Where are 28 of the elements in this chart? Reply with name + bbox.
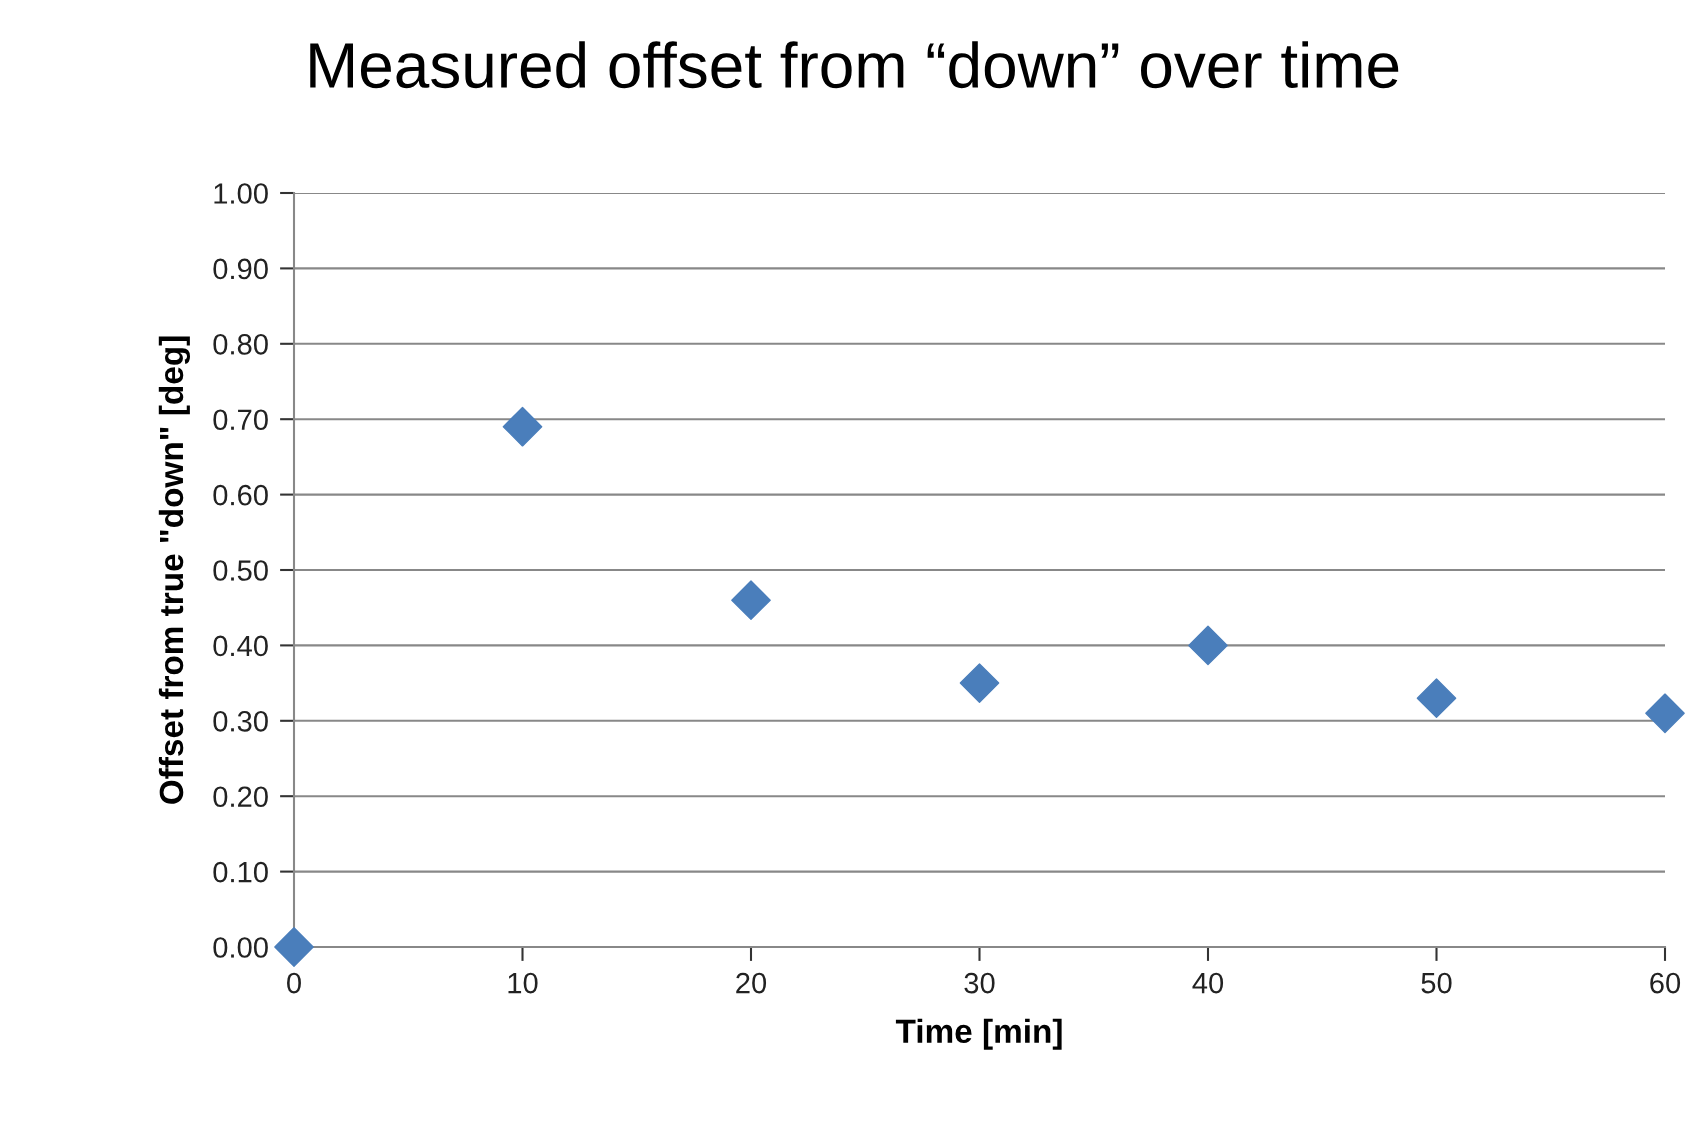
x-tick-label: 0 xyxy=(287,972,301,994)
x-tick-label: 50 xyxy=(1421,972,1452,994)
x-tick-label: 30 xyxy=(964,972,995,994)
y-tick-label: 0.80 xyxy=(213,334,268,355)
x-tick-label: 60 xyxy=(1650,972,1681,994)
y-tick-label: 0.50 xyxy=(213,560,268,581)
y-tick-label: 0.70 xyxy=(213,409,268,431)
x-tick-label: 40 xyxy=(1192,972,1224,994)
point xyxy=(959,663,1000,703)
point xyxy=(1188,625,1228,666)
y-tick-label: 0.10 xyxy=(213,861,268,883)
point xyxy=(1416,678,1457,719)
y-axis-title: Offset from true "down" [deg] xyxy=(158,336,191,804)
y-tick-label: 0.20 xyxy=(213,786,268,808)
y-tick-label: 0.00 xyxy=(213,937,268,958)
point xyxy=(502,406,543,447)
x-tick-label: 20 xyxy=(736,972,767,994)
x-axis-title: Time [min] xyxy=(895,1018,1062,1050)
point xyxy=(731,580,771,620)
y-tick-label: 0.30 xyxy=(213,711,268,732)
chart-title: Measured offset from “down” over time xyxy=(310,41,1399,89)
point xyxy=(1645,693,1685,734)
x-tick-label: 10 xyxy=(508,972,538,994)
y-tick-label: 1.00 xyxy=(214,183,268,204)
y-tick-label: 0.90 xyxy=(213,258,268,280)
y-tick-label: 0.60 xyxy=(213,484,268,506)
y-tick-label: 0.40 xyxy=(213,635,268,657)
point xyxy=(274,927,314,967)
